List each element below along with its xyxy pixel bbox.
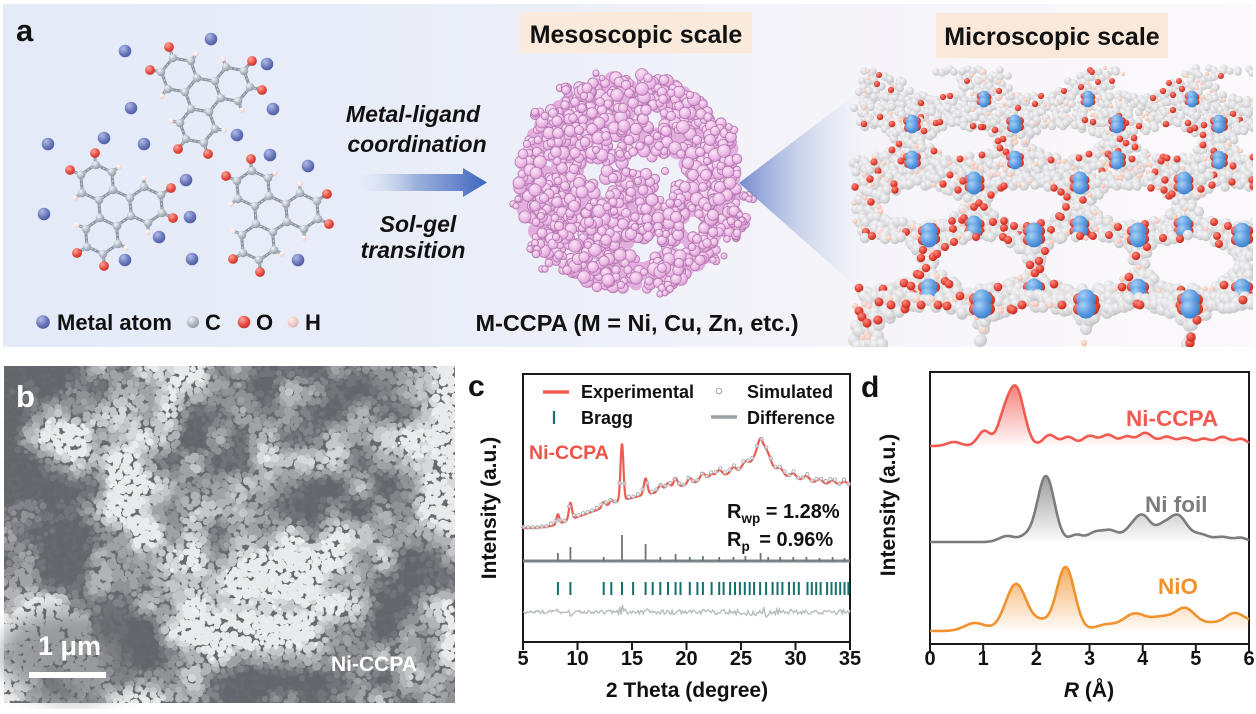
svg-text:C: C: [205, 310, 221, 335]
svg-text:Metal-ligand: Metal-ligand: [346, 101, 481, 127]
svg-text:coordination: coordination: [347, 131, 486, 157]
svg-text:a: a: [16, 13, 34, 48]
svg-text:transition: transition: [361, 237, 466, 263]
svg-text:Sol-gel: Sol-gel: [380, 211, 457, 237]
svg-text:M-CCPA (M = Ni, Cu, Zn, etc.): M-CCPA (M = Ni, Cu, Zn, etc.): [475, 310, 798, 336]
svg-text:Microscopic scale: Microscopic scale: [944, 23, 1159, 51]
svg-text:Metal atom: Metal atom: [57, 310, 172, 335]
svg-text:H: H: [305, 310, 321, 335]
svg-text:Mesoscopic scale: Mesoscopic scale: [530, 21, 743, 49]
svg-text:O: O: [256, 310, 273, 335]
